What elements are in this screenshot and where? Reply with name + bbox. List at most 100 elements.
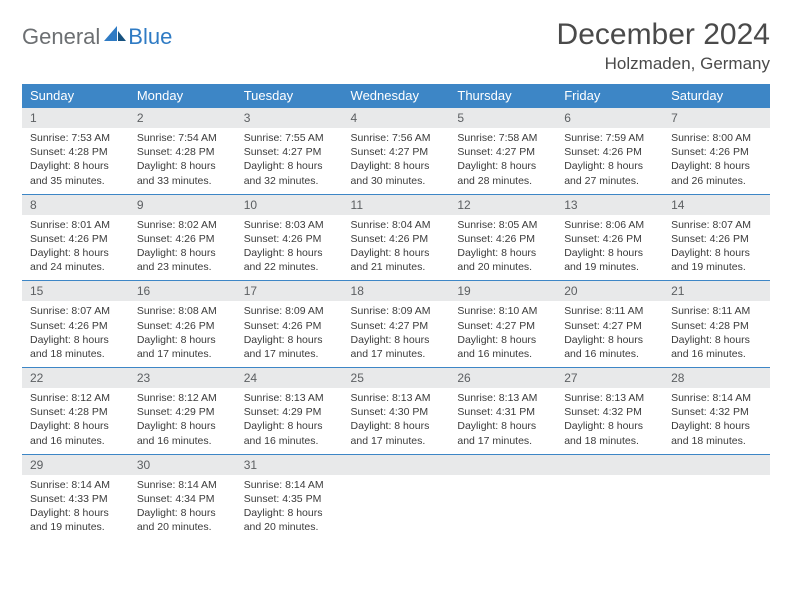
day-number: 8 <box>22 195 129 215</box>
sunset-line: Sunset: 4:26 PM <box>457 232 548 246</box>
calendar-day-cell: 8Sunrise: 8:01 AMSunset: 4:26 PMDaylight… <box>22 194 129 281</box>
calendar-day-cell: 19Sunrise: 8:10 AMSunset: 4:27 PMDayligh… <box>449 281 556 368</box>
sunset-line: Sunset: 4:27 PM <box>244 145 335 159</box>
day-number: 2 <box>129 108 236 128</box>
daylight-line: Daylight: 8 hours and 18 minutes. <box>564 419 655 447</box>
day-number <box>343 455 450 475</box>
day-number: 14 <box>663 195 770 215</box>
calendar-day-cell: 2Sunrise: 7:54 AMSunset: 4:28 PMDaylight… <box>129 108 236 195</box>
sunrise-line: Sunrise: 8:09 AM <box>244 304 335 318</box>
day-details: Sunrise: 8:14 AMSunset: 4:33 PMDaylight:… <box>22 475 129 541</box>
daylight-line: Daylight: 8 hours and 16 minutes. <box>137 419 228 447</box>
daylight-line: Daylight: 8 hours and 17 minutes. <box>351 333 442 361</box>
calendar-day-cell: 9Sunrise: 8:02 AMSunset: 4:26 PMDaylight… <box>129 194 236 281</box>
day-details: Sunrise: 7:58 AMSunset: 4:27 PMDaylight:… <box>449 128 556 194</box>
day-number: 6 <box>556 108 663 128</box>
day-details: Sunrise: 8:14 AMSunset: 4:34 PMDaylight:… <box>129 475 236 541</box>
day-details: Sunrise: 8:07 AMSunset: 4:26 PMDaylight:… <box>663 215 770 281</box>
daylight-line: Daylight: 8 hours and 17 minutes. <box>457 419 548 447</box>
day-details: Sunrise: 8:05 AMSunset: 4:26 PMDaylight:… <box>449 215 556 281</box>
sunrise-line: Sunrise: 8:07 AM <box>671 218 762 232</box>
daylight-line: Daylight: 8 hours and 16 minutes. <box>457 333 548 361</box>
sunrise-line: Sunrise: 8:02 AM <box>137 218 228 232</box>
sunrise-line: Sunrise: 8:04 AM <box>351 218 442 232</box>
daylight-line: Daylight: 8 hours and 32 minutes. <box>244 159 335 187</box>
sunset-line: Sunset: 4:26 PM <box>671 145 762 159</box>
sunset-line: Sunset: 4:27 PM <box>457 319 548 333</box>
calendar-day-cell <box>449 454 556 540</box>
calendar-day-cell: 3Sunrise: 7:55 AMSunset: 4:27 PMDaylight… <box>236 108 343 195</box>
daylight-line: Daylight: 8 hours and 17 minutes. <box>137 333 228 361</box>
sunset-line: Sunset: 4:33 PM <box>30 492 121 506</box>
calendar-day-cell: 30Sunrise: 8:14 AMSunset: 4:34 PMDayligh… <box>129 454 236 540</box>
day-details: Sunrise: 8:11 AMSunset: 4:28 PMDaylight:… <box>663 301 770 367</box>
sunset-line: Sunset: 4:26 PM <box>30 319 121 333</box>
day-number: 12 <box>449 195 556 215</box>
day-details: Sunrise: 8:04 AMSunset: 4:26 PMDaylight:… <box>343 215 450 281</box>
daylight-line: Daylight: 8 hours and 16 minutes. <box>564 333 655 361</box>
daylight-line: Daylight: 8 hours and 30 minutes. <box>351 159 442 187</box>
day-number: 28 <box>663 368 770 388</box>
sunrise-line: Sunrise: 8:00 AM <box>671 131 762 145</box>
day-number: 26 <box>449 368 556 388</box>
day-number: 18 <box>343 281 450 301</box>
sunset-line: Sunset: 4:27 PM <box>351 145 442 159</box>
calendar-day-cell: 27Sunrise: 8:13 AMSunset: 4:32 PMDayligh… <box>556 368 663 455</box>
sunrise-line: Sunrise: 8:13 AM <box>351 391 442 405</box>
calendar-day-cell: 14Sunrise: 8:07 AMSunset: 4:26 PMDayligh… <box>663 194 770 281</box>
sunrise-line: Sunrise: 7:54 AM <box>137 131 228 145</box>
sunrise-line: Sunrise: 8:13 AM <box>564 391 655 405</box>
day-number: 13 <box>556 195 663 215</box>
calendar-day-cell: 11Sunrise: 8:04 AMSunset: 4:26 PMDayligh… <box>343 194 450 281</box>
sunset-line: Sunset: 4:29 PM <box>137 405 228 419</box>
day-number: 21 <box>663 281 770 301</box>
day-details <box>663 475 770 533</box>
sunset-line: Sunset: 4:26 PM <box>244 319 335 333</box>
daylight-line: Daylight: 8 hours and 18 minutes. <box>30 333 121 361</box>
day-number: 29 <box>22 455 129 475</box>
day-number: 17 <box>236 281 343 301</box>
calendar-body: 1Sunrise: 7:53 AMSunset: 4:28 PMDaylight… <box>22 108 770 541</box>
day-number: 20 <box>556 281 663 301</box>
weekday-header: Sunday <box>22 84 129 108</box>
day-details: Sunrise: 8:09 AMSunset: 4:27 PMDaylight:… <box>343 301 450 367</box>
calendar-day-cell: 5Sunrise: 7:58 AMSunset: 4:27 PMDaylight… <box>449 108 556 195</box>
calendar-day-cell: 23Sunrise: 8:12 AMSunset: 4:29 PMDayligh… <box>129 368 236 455</box>
day-details: Sunrise: 7:54 AMSunset: 4:28 PMDaylight:… <box>129 128 236 194</box>
calendar-week-row: 8Sunrise: 8:01 AMSunset: 4:26 PMDaylight… <box>22 194 770 281</box>
sunrise-line: Sunrise: 8:08 AM <box>137 304 228 318</box>
day-details: Sunrise: 8:09 AMSunset: 4:26 PMDaylight:… <box>236 301 343 367</box>
day-details <box>556 475 663 533</box>
calendar-day-cell: 16Sunrise: 8:08 AMSunset: 4:26 PMDayligh… <box>129 281 236 368</box>
daylight-line: Daylight: 8 hours and 35 minutes. <box>30 159 121 187</box>
calendar-header-row: SundayMondayTuesdayWednesdayThursdayFrid… <box>22 84 770 108</box>
sunrise-line: Sunrise: 8:13 AM <box>457 391 548 405</box>
day-details: Sunrise: 7:56 AMSunset: 4:27 PMDaylight:… <box>343 128 450 194</box>
sunset-line: Sunset: 4:32 PM <box>564 405 655 419</box>
sunset-line: Sunset: 4:26 PM <box>564 145 655 159</box>
day-details: Sunrise: 8:12 AMSunset: 4:29 PMDaylight:… <box>129 388 236 454</box>
calendar-week-row: 29Sunrise: 8:14 AMSunset: 4:33 PMDayligh… <box>22 454 770 540</box>
sunrise-line: Sunrise: 8:10 AM <box>457 304 548 318</box>
sunrise-line: Sunrise: 8:11 AM <box>671 304 762 318</box>
sunrise-line: Sunrise: 8:12 AM <box>30 391 121 405</box>
daylight-line: Daylight: 8 hours and 33 minutes. <box>137 159 228 187</box>
sunset-line: Sunset: 4:27 PM <box>351 319 442 333</box>
sunset-line: Sunset: 4:27 PM <box>564 319 655 333</box>
day-number: 9 <box>129 195 236 215</box>
weekday-header: Monday <box>129 84 236 108</box>
sunset-line: Sunset: 4:28 PM <box>30 405 121 419</box>
day-details: Sunrise: 8:06 AMSunset: 4:26 PMDaylight:… <box>556 215 663 281</box>
sunrise-line: Sunrise: 8:12 AM <box>137 391 228 405</box>
calendar-day-cell: 31Sunrise: 8:14 AMSunset: 4:35 PMDayligh… <box>236 454 343 540</box>
sunrise-line: Sunrise: 8:14 AM <box>244 478 335 492</box>
day-number <box>449 455 556 475</box>
calendar-day-cell: 28Sunrise: 8:14 AMSunset: 4:32 PMDayligh… <box>663 368 770 455</box>
day-details: Sunrise: 8:10 AMSunset: 4:27 PMDaylight:… <box>449 301 556 367</box>
calendar-day-cell <box>663 454 770 540</box>
day-details: Sunrise: 8:11 AMSunset: 4:27 PMDaylight:… <box>556 301 663 367</box>
sunset-line: Sunset: 4:30 PM <box>351 405 442 419</box>
day-number: 19 <box>449 281 556 301</box>
sunset-line: Sunset: 4:35 PM <box>244 492 335 506</box>
day-number: 25 <box>343 368 450 388</box>
